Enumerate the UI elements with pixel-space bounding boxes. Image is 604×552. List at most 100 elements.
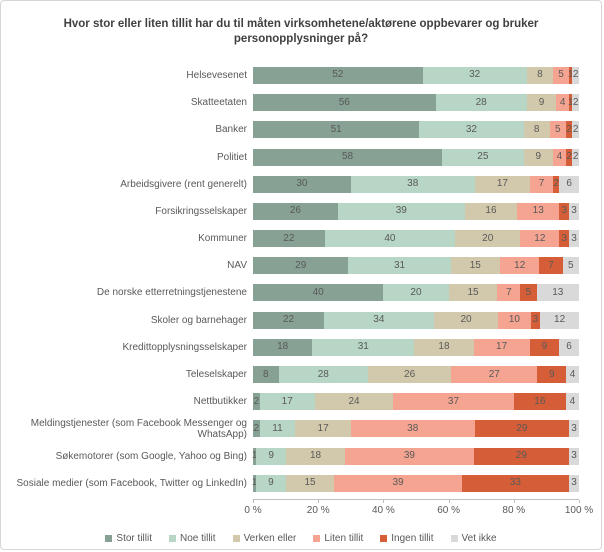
legend-label: Vet ikke (461, 532, 497, 544)
bar-value-label: 9 (541, 341, 548, 353)
bar-value-label: 2 (253, 422, 260, 434)
category-label: Søkemotorer (som Google, Yahoo og Bing) (55, 450, 247, 462)
bar-segment-noe-tillit: 20 (383, 284, 449, 302)
bar-value-label: 34 (373, 314, 385, 326)
bar-segment-stor-tillit: 51 (253, 121, 420, 139)
bar-value-label: 25 (477, 151, 489, 163)
bar-segment-vet-ikke: 4 (565, 393, 579, 411)
bar-value-label: 52 (332, 69, 344, 81)
bar-segment-stor-tillit: 8 (253, 366, 279, 384)
chart-row: Søkemotorer (som Google, Yahoo og Bing) 1… (1, 443, 601, 470)
bar-segment-stor-tillit: 2 (253, 420, 260, 438)
bar-value-label: 39 (392, 477, 404, 489)
bar-value-label: 27 (488, 368, 500, 380)
bar-segment-liten-tillit: 27 (451, 366, 538, 384)
bar-value-label: 5 (555, 123, 561, 135)
bar-segment-liten-tillit: 38 (350, 420, 475, 438)
x-axis-tick-label: 40 % (371, 504, 395, 516)
bar-value-label: 2 (566, 123, 572, 135)
chart-row: Sosiale medier (som Facebook, Twitter og… (1, 470, 601, 497)
bar-value-label: 4 (569, 368, 576, 380)
bar-segment-vet-ikke: 3 (569, 420, 579, 438)
bar-value-label: 3 (561, 232, 568, 244)
bar-value-label: 32 (469, 69, 481, 81)
bar-segment-noe-tillit: 28 (278, 366, 369, 384)
bar-segment-stor-tillit: 2 (253, 393, 260, 411)
bar-value-label: 13 (552, 286, 564, 298)
x-axis-tick (383, 499, 385, 503)
x-axis-tick-label: 60 % (437, 504, 460, 516)
bar-track: 51 32 8 5 2 2 (253, 121, 579, 139)
bar-segment-liten-tillit: 12 (520, 230, 560, 248)
bar-value-label: 3 (532, 314, 539, 326)
bar-value-label: 12 (534, 232, 546, 244)
bar-segment-liten-tillit: 7 (530, 175, 553, 193)
bar-value-label: 2 (553, 178, 559, 190)
bar-value-label: 9 (268, 450, 274, 462)
bar-segment-noe-tillit: 34 (324, 311, 434, 329)
bar-segment-vet-ikke: 2 (572, 148, 579, 166)
legend-item-stor-tillit: Stor tillit (105, 533, 152, 544)
bar-segment-vet-ikke: 6 (559, 338, 579, 356)
bar-value-label: 17 (496, 178, 508, 190)
category-label: Arbeidsgivere (rent generelt) (120, 178, 247, 190)
bar-value-label: 28 (317, 368, 329, 380)
bar-value-label: 18 (438, 341, 450, 353)
bar-segment-noe-tillit: 32 (422, 66, 527, 84)
bar-track: 1 9 15 39 33 3 (251, 474, 579, 492)
bar-segment-verken-eller: 9 (523, 148, 553, 166)
bar-segment-stor-tillit: 26 (253, 202, 338, 220)
bar-segment-vet-ikke: 3 (569, 230, 579, 248)
legend-label: Stor tillit (116, 532, 152, 544)
bar-track: 58 25 9 4 2 2 (253, 148, 579, 166)
category-label: Forsikringsselskaper (155, 205, 247, 217)
bar-value-label: 17 (496, 341, 508, 353)
legend-swatch (450, 534, 458, 542)
category-label: De norske etterretningstjenestene (96, 287, 247, 299)
bar-value-label: 5 (558, 69, 564, 81)
bar-value-label: 38 (407, 422, 419, 434)
chart-title: Hvor stor eller liten tillit har du til … (63, 18, 539, 45)
bar-value-label: 37 (447, 395, 460, 407)
bar-segment-liten-tillit: 5 (552, 66, 570, 84)
bar-segment-vet-ikke: 2 (572, 94, 579, 112)
bar-segment-verken-eller: 26 (368, 366, 452, 384)
bar-segment-noe-tillit: 11 (259, 420, 296, 438)
bar-value-label: 8 (533, 123, 540, 135)
bar-value-label: 22 (283, 232, 295, 244)
category-label: Nettbutikker (193, 396, 247, 408)
bar-segment-stor-tillit: 40 (253, 284, 384, 302)
bar-track: 56 28 9 4 1 2 (253, 94, 579, 112)
bar-value-label: 9 (549, 368, 555, 380)
x-axis-tick (579, 499, 580, 503)
bar-segment-vet-ikke: 2 (572, 66, 579, 84)
chart-row: Arbeidsgivere (rent generelt) 30 38 17 7 2 6 (1, 171, 601, 198)
category-label: Helsevesenet (186, 69, 247, 81)
bar-value-label: 38 (407, 178, 419, 190)
bar-segment-stor-tillit: 30 (253, 175, 351, 193)
bar-segment-verken-eller: 9 (526, 94, 557, 112)
bar-value-label: 20 (482, 232, 494, 244)
bar-value-label: 17 (317, 422, 329, 434)
bar-segment-liten-tillit: 17 (473, 338, 530, 356)
bar-value-label: 11 (272, 422, 283, 434)
bar-segment-vet-ikke: 3 (569, 447, 579, 465)
chart-row: NAV 29 31 15 12 7 5 (1, 252, 601, 279)
bar-segment-noe-tillit: 28 (435, 94, 527, 112)
x-axis-tick-label: 80 % (502, 504, 526, 516)
legend: Stor tillit Noe tillit Verken eller Liten t… (1, 533, 601, 544)
bar-value-label: 7 (506, 286, 512, 298)
bar-value-label: 1 (568, 69, 574, 81)
bar-segment-verken-eller: 8 (526, 66, 553, 84)
bar-value-label: 1 (251, 477, 258, 489)
bar-segment-verken-eller: 17 (295, 420, 351, 438)
x-axis-tick (318, 499, 320, 503)
bar-segment-verken-eller: 15 (450, 257, 500, 275)
bar-value-label: 2 (566, 151, 572, 163)
bar-value-label: 26 (289, 205, 301, 217)
category-label: Kredittopplysningsselskaper (122, 341, 247, 353)
bar-value-label: 15 (304, 477, 316, 489)
bar-segment-verken-eller: 20 (455, 230, 521, 248)
bar-track: 18 31 18 17 9 6 (253, 338, 579, 356)
